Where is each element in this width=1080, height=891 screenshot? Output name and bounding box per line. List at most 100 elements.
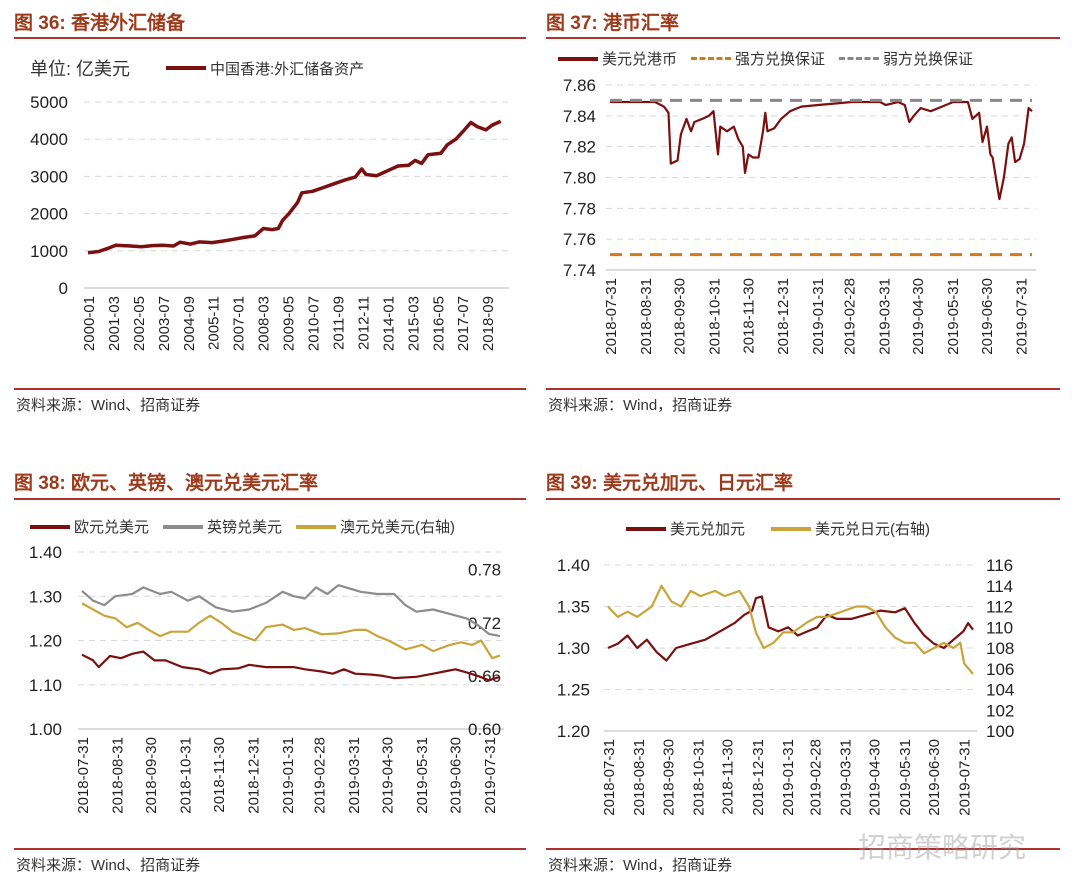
y-tick-label: 1.20	[29, 632, 62, 651]
y2-tick-label: 0.60	[468, 720, 501, 739]
legend-label: 美元兑港币	[602, 51, 678, 68]
y-tick-label: 1.40	[557, 556, 590, 575]
y-tick-label: 1.00	[29, 720, 62, 739]
x-tick-label: 2003-07	[156, 296, 173, 351]
x-tick-label: 2019-03-31	[346, 737, 363, 814]
y2-tick-label: 0.78	[468, 561, 501, 580]
legend-label: 澳元兑美元(右轴)	[340, 519, 456, 536]
x-tick-label: 2019-01-31	[280, 737, 297, 814]
chart-plot: 7.74 7.76 7.78 7.80 7.82 7.84 7.86 2018-07-31 20…	[563, 76, 1036, 355]
chart-legend: 美元兑港币 强方兑换保证 弱方兑换保证	[558, 48, 987, 69]
y-tick-label: 1.35	[557, 598, 590, 617]
legend-label: 美元兑日元(右轴)	[815, 521, 931, 538]
y2-tick-label: 106	[986, 660, 1014, 679]
x-tick-label: 2019-07-31	[1014, 278, 1031, 355]
legend-swatch	[558, 56, 598, 61]
x-tick-label: 2018-09-30	[143, 737, 160, 814]
legend-label: 中国香港:外汇储备资产	[210, 60, 365, 78]
x-tick-label: 2018-12-31	[750, 739, 767, 816]
unit-label: 单位: 亿美元	[30, 59, 131, 79]
x-tick-label: 2019-06-30	[926, 739, 943, 816]
source-note: 资料来源：Wind，招商证券	[548, 397, 733, 414]
title-divider	[546, 498, 1060, 500]
chart-plot: 1.201.251.301.351.4010010210410610811011…	[557, 556, 1014, 816]
x-tick-label: 2018-09-30	[672, 278, 689, 355]
x-tick-label: 2018-07-31	[603, 278, 620, 355]
footer-divider	[546, 848, 1060, 850]
x-tick-label: 2014-01	[380, 296, 397, 351]
x-tick-label: 2018-07-31	[601, 739, 618, 816]
x-tick-label: 2009-05	[281, 296, 298, 351]
y2-tick-label: 102	[986, 701, 1014, 720]
title-divider	[14, 37, 526, 39]
x-tick-label: 2018-08-31	[110, 737, 127, 814]
x-tick-label: 2019-07-31	[482, 737, 499, 814]
y-tick-label: 1.20	[557, 722, 590, 741]
figure-title: 图 38: 欧元、英镑、澳元兑美元汇率	[14, 473, 319, 494]
x-tick-label: 2019-06-30	[979, 278, 996, 355]
x-tick-label: 2018-10-31	[707, 278, 724, 355]
x-tick-label: 2001-03	[106, 296, 123, 351]
x-tick-label: 2005-11	[206, 296, 223, 350]
x-tick-label: 2018-09	[480, 296, 497, 351]
x-tick-label: 2012-11	[355, 296, 372, 350]
figure-title: 图 39: 美元兑加元、日元汇率	[546, 473, 794, 494]
y-tick-label: 7.86	[563, 76, 596, 95]
legend-swatch	[163, 524, 204, 529]
y2-tick-label: 108	[986, 639, 1014, 658]
legend-label: 强方兑换保证	[735, 51, 826, 68]
x-tick-label: 2018-07-31	[75, 737, 92, 814]
chart-plot: 1.00 1.10 1.20 1.30 1.40 0.60 0.66 0.72 0.78 2018…	[29, 543, 504, 814]
y-tick-label: 5000	[30, 93, 68, 112]
legend-item: 澳元兑美元(右轴)	[296, 516, 455, 537]
y-tick-label: 7.80	[563, 169, 596, 188]
legend-swatch	[296, 524, 337, 529]
y-tick-label: 7.78	[563, 199, 596, 218]
x-tick-label: 2019-04-30	[867, 739, 884, 816]
y-tick-label: 3000	[30, 167, 68, 186]
y2-tick-label: 0.66	[468, 667, 501, 686]
title-divider	[14, 498, 526, 500]
x-tick-label: 2019-05-31	[414, 737, 431, 814]
legend-label: 美元兑加元	[670, 521, 746, 538]
chart-legend: 欧元兑美元 英镑兑美元 澳元兑美元(右轴)	[30, 516, 469, 537]
x-tick-label: 2019-01-31	[780, 739, 797, 816]
y-tick-label: 1000	[30, 242, 68, 261]
y-tick-label: 1.30	[29, 587, 62, 606]
y2-tick-label: 100	[986, 722, 1014, 741]
y-tick-label: 1.10	[29, 676, 62, 695]
y-tick-label: 7.76	[563, 230, 596, 249]
x-tick-label: 2018-11-30	[720, 739, 737, 815]
x-tick-label: 2019-05-31	[897, 739, 914, 816]
y2-tick-label: 104	[986, 681, 1014, 700]
legend-swatch	[691, 57, 732, 60]
x-tick-label: 2018-11-30	[211, 737, 228, 813]
x-tick-label: 2018-11-30	[740, 278, 757, 354]
footer-divider	[546, 388, 1060, 390]
series-line	[607, 595, 974, 662]
figure-38-panel: 图 38: 欧元、英镑、澳元兑美元汇率 欧元兑美元 英镑兑美元 澳元兑美元(右轴…	[0, 460, 540, 890]
series-line	[81, 584, 501, 638]
legend-item: 美元兑日元(右轴)	[771, 518, 930, 539]
y2-tick-label: 116	[986, 556, 1013, 575]
y-tick-label: 7.84	[563, 107, 596, 126]
x-tick-label: 2019-07-31	[956, 739, 973, 816]
legend-item: 弱方兑换保证	[839, 48, 973, 69]
x-tick-label: 2018-09-30	[660, 739, 677, 816]
legend-label: 英镑兑美元	[207, 519, 283, 536]
source-note: 资料来源：Wind，招商证券	[548, 857, 733, 874]
y-tick-label: 0	[59, 279, 68, 298]
figure-36-panel: 图 36: 香港外汇储备 单位: 亿美元 中国香港:外汇储备资产 0 1000 20…	[0, 0, 540, 430]
x-tick-label: 2019-02-28	[311, 737, 328, 814]
legend-item: 欧元兑美元	[30, 516, 149, 537]
x-tick-label: 2018-12-31	[775, 278, 792, 355]
x-tick-label: 2000-01	[81, 296, 98, 351]
legend-swatch	[30, 524, 70, 529]
y-tick-label: 4000	[30, 130, 68, 149]
legend-swatch	[771, 526, 812, 531]
x-tick-label: 2019-02-28	[807, 739, 824, 816]
x-tick-label: 2004-09	[181, 296, 198, 351]
series-line	[81, 602, 501, 660]
x-tick-label: 2019-06-30	[447, 737, 464, 814]
